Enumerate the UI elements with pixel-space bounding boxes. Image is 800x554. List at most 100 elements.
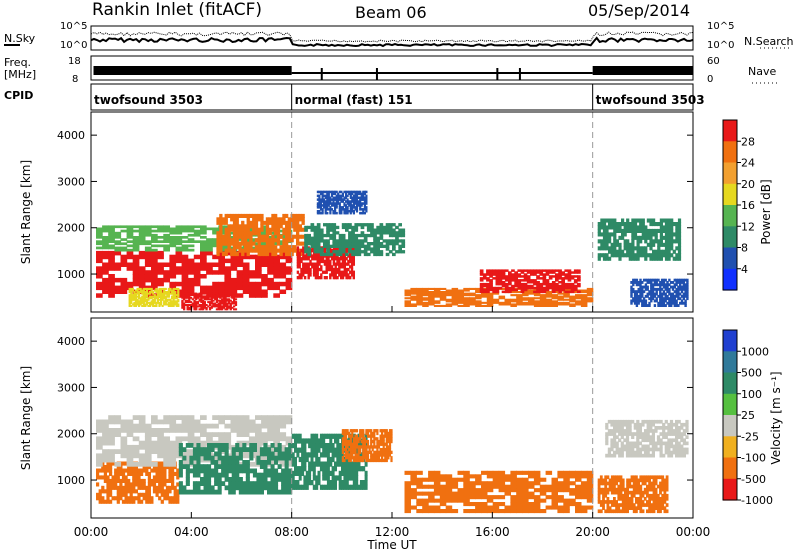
power-cell-8 bbox=[428, 298, 435, 301]
power-cell-2 bbox=[171, 297, 174, 300]
power-cell-0 bbox=[96, 274, 103, 279]
power-cell-3 bbox=[205, 304, 208, 306]
power-cell-3 bbox=[202, 305, 205, 308]
power-cell-4 bbox=[257, 231, 261, 236]
power-cell-5 bbox=[325, 259, 328, 264]
power-cell-10 bbox=[600, 225, 604, 230]
power-cell-11 bbox=[633, 278, 637, 282]
velocity-cell-0 bbox=[147, 496, 151, 501]
power-cell-4 bbox=[219, 245, 223, 250]
power-cell-10 bbox=[628, 228, 632, 233]
power-cell-10 bbox=[615, 253, 619, 258]
power-cell-11 bbox=[651, 292, 655, 296]
power-cell-10 bbox=[631, 225, 635, 230]
velocity-cell-0 bbox=[155, 492, 159, 497]
power-cell-11 bbox=[659, 285, 662, 289]
power-cell-4 bbox=[219, 224, 223, 229]
velocity-cell-4 bbox=[362, 429, 365, 433]
velocity-cell-2 bbox=[185, 477, 190, 482]
power-cell-7 bbox=[355, 206, 359, 209]
velocity-cell-5 bbox=[410, 491, 417, 496]
power-cell-8 bbox=[428, 291, 435, 294]
velocity-cell-2 bbox=[228, 489, 233, 495]
velocity-cell-2 bbox=[288, 472, 293, 478]
velocity-cell-4 bbox=[349, 456, 352, 460]
velocity-cell-2 bbox=[267, 489, 272, 495]
power-cell-8 bbox=[463, 298, 470, 301]
power-cell-1 bbox=[114, 236, 122, 239]
power-cell-3 bbox=[208, 302, 212, 305]
velocity-cell-4 bbox=[363, 448, 366, 452]
power-cell-11 bbox=[648, 292, 651, 296]
power-cell-4 bbox=[232, 245, 237, 250]
velocity-cell-1 bbox=[114, 432, 122, 437]
power-cell-4 bbox=[260, 220, 264, 225]
power-cell-11 bbox=[677, 290, 680, 294]
power-cell-9 bbox=[508, 275, 512, 278]
velocity-cell-2 bbox=[231, 451, 236, 457]
power-cell-6 bbox=[382, 228, 387, 232]
power-cell-2 bbox=[163, 301, 166, 304]
velocity-cell-4 bbox=[359, 431, 362, 436]
power-cell-7 bbox=[321, 190, 324, 194]
power-cell-5 bbox=[338, 270, 341, 274]
velocity-cell-0 bbox=[119, 471, 123, 476]
velocity-cell-2 bbox=[228, 477, 233, 482]
power-cell-2 bbox=[133, 298, 136, 301]
power-cell-2 bbox=[158, 304, 161, 307]
power-cell-2 bbox=[149, 295, 152, 298]
power-cell-2 bbox=[161, 298, 164, 301]
power-cell-2 bbox=[139, 287, 142, 290]
power-cell-7 bbox=[355, 202, 359, 205]
power-cell-11 bbox=[642, 285, 646, 289]
power-cell-11 bbox=[641, 304, 644, 307]
velocity-cell-3 bbox=[326, 443, 330, 449]
velocity-cell-1 bbox=[163, 444, 170, 450]
power-cell-5 bbox=[296, 259, 300, 264]
power-cell-8 bbox=[575, 295, 582, 298]
power-cell-11 bbox=[648, 304, 651, 307]
power-cell-7 bbox=[323, 198, 326, 201]
power-cell-4 bbox=[263, 245, 267, 250]
power-cell-6 bbox=[316, 231, 321, 235]
velocity-cell-2 bbox=[281, 477, 286, 482]
power-cell-11 bbox=[673, 285, 676, 289]
power-cell-9 bbox=[514, 281, 518, 284]
velocity-cell-3 bbox=[348, 461, 352, 467]
power-cell-9 bbox=[551, 281, 556, 284]
power-cell-0 bbox=[144, 274, 152, 279]
velocity-cell-2 bbox=[207, 443, 212, 448]
power-cell-3 bbox=[226, 292, 229, 295]
power-cell-11 bbox=[662, 290, 666, 294]
velocity-cell-1 bbox=[273, 419, 280, 425]
power-cell-5 bbox=[300, 273, 303, 277]
velocity-cell-3 bbox=[334, 447, 337, 453]
power-cell-0 bbox=[218, 266, 225, 271]
power-cell-9 bbox=[533, 290, 537, 294]
power-cell-5 bbox=[332, 257, 336, 261]
velocity-cell-3 bbox=[310, 452, 314, 458]
power-cell-4 bbox=[293, 217, 297, 222]
velocity-cell-3 bbox=[319, 466, 323, 472]
power-cell-6 bbox=[307, 242, 311, 246]
power-cell-3 bbox=[200, 296, 203, 299]
power-cell-2 bbox=[166, 303, 169, 306]
velocity-cell-4 bbox=[355, 456, 359, 460]
power-cell-0 bbox=[267, 250, 274, 256]
power-cell-7 bbox=[346, 202, 349, 205]
power-cell-8 bbox=[457, 298, 464, 301]
power-cell-2 bbox=[161, 292, 164, 295]
noise-tick-left-bottom: 10^0 bbox=[60, 40, 87, 51]
power-cell-9 bbox=[489, 284, 493, 288]
power-cell-7 bbox=[365, 198, 368, 201]
power-cell-5 bbox=[302, 257, 305, 261]
power-cell-9 bbox=[523, 288, 528, 292]
power-cell-7 bbox=[316, 190, 319, 194]
velocity-cell-3 bbox=[303, 461, 307, 467]
power-cell-9 bbox=[564, 282, 569, 286]
power-cell-0 bbox=[273, 266, 280, 271]
power-cell-11 bbox=[677, 292, 680, 296]
power-cell-9 bbox=[536, 284, 540, 288]
velocity-cell-0 bbox=[127, 489, 131, 494]
